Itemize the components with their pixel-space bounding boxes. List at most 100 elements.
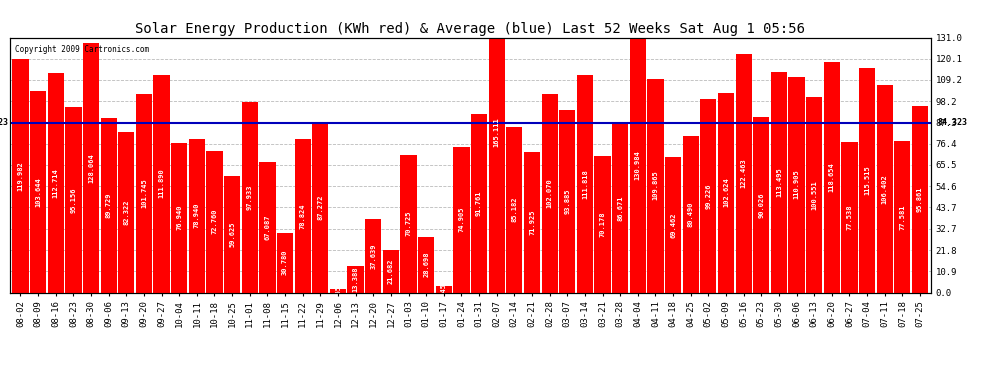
Text: 30.780: 30.780 (282, 250, 288, 275)
Text: 119.982: 119.982 (18, 161, 24, 190)
Text: 85.182: 85.182 (512, 197, 518, 222)
Text: 77.581: 77.581 (899, 204, 906, 230)
Text: 109.865: 109.865 (652, 171, 658, 201)
Title: Solar Energy Production (KWh red) & Average (blue) Last 52 Weeks Sat Aug 1 05:56: Solar Energy Production (KWh red) & Aver… (136, 22, 805, 36)
Text: 89.729: 89.729 (106, 192, 112, 218)
Text: 78.824: 78.824 (300, 203, 306, 228)
Text: 95.861: 95.861 (917, 186, 923, 212)
Text: 103.644: 103.644 (35, 177, 42, 207)
Bar (383, 250, 399, 292)
Bar (594, 156, 611, 292)
Text: 106.402: 106.402 (882, 174, 888, 204)
Text: 86.671: 86.671 (617, 195, 623, 221)
Text: 74.905: 74.905 (458, 207, 464, 232)
Bar (206, 151, 223, 292)
Bar (506, 127, 523, 292)
Text: 28.698: 28.698 (423, 252, 429, 278)
Bar (824, 62, 840, 292)
Text: 80.490: 80.490 (688, 201, 694, 227)
Bar (718, 93, 735, 292)
Bar (736, 54, 751, 292)
Bar (612, 124, 629, 292)
Text: 84.323: 84.323 (938, 118, 967, 127)
Text: 101.745: 101.745 (141, 178, 147, 209)
Text: 93.885: 93.885 (564, 188, 570, 214)
Text: 84.323: 84.323 (0, 118, 8, 127)
Text: 111.818: 111.818 (582, 169, 588, 198)
Bar (771, 72, 787, 292)
Text: 128.064: 128.064 (88, 153, 94, 183)
Bar (453, 147, 469, 292)
Bar (630, 38, 645, 292)
Bar (647, 79, 663, 292)
Text: 76.940: 76.940 (176, 205, 182, 230)
Bar (30, 91, 47, 292)
Text: 118.654: 118.654 (829, 162, 835, 192)
Text: 99.226: 99.226 (705, 183, 712, 209)
Bar (48, 73, 64, 292)
Bar (436, 286, 451, 292)
Bar (83, 43, 99, 292)
Bar (400, 155, 417, 292)
Bar (665, 157, 681, 292)
Bar (101, 118, 117, 292)
Bar (224, 176, 241, 292)
Text: 110.905: 110.905 (794, 170, 800, 200)
Text: Copyright 2009 Cartronics.com: Copyright 2009 Cartronics.com (15, 45, 148, 54)
Text: 78.940: 78.940 (194, 203, 200, 228)
Bar (894, 141, 911, 292)
Text: 97.933: 97.933 (247, 184, 252, 210)
Bar (171, 143, 187, 292)
Bar (806, 97, 823, 292)
Bar (788, 76, 805, 292)
Text: 122.463: 122.463 (741, 158, 746, 188)
Text: 115.515: 115.515 (864, 165, 870, 195)
Bar (330, 289, 346, 292)
Bar (753, 117, 769, 292)
Bar (65, 107, 81, 292)
Bar (876, 86, 893, 292)
Bar (577, 75, 593, 292)
Bar (118, 132, 135, 292)
Bar (842, 142, 857, 292)
Text: 21.682: 21.682 (388, 259, 394, 284)
Bar (489, 0, 505, 292)
Text: 72.760: 72.760 (212, 209, 218, 234)
Text: 67.087: 67.087 (264, 214, 270, 240)
Text: 71.925: 71.925 (529, 210, 535, 235)
Text: 112.714: 112.714 (52, 168, 58, 198)
Bar (312, 123, 329, 292)
Bar (347, 267, 363, 292)
Bar (295, 139, 311, 292)
Text: 90.026: 90.026 (758, 192, 764, 217)
Bar (912, 106, 929, 292)
Text: 102.070: 102.070 (546, 178, 552, 208)
Bar (859, 68, 875, 292)
Bar (542, 94, 557, 292)
Bar (242, 102, 257, 292)
Bar (136, 94, 152, 292)
Text: 77.538: 77.538 (846, 204, 852, 230)
Text: 91.761: 91.761 (476, 190, 482, 216)
Text: 69.462: 69.462 (670, 212, 676, 238)
Text: 37.639: 37.639 (370, 243, 376, 268)
Text: 130.984: 130.984 (635, 150, 641, 180)
Text: 95.156: 95.156 (70, 187, 76, 213)
Text: 70.725: 70.725 (406, 211, 412, 236)
Text: 70.178: 70.178 (600, 211, 606, 237)
Text: 59.625: 59.625 (229, 222, 236, 247)
Bar (189, 139, 205, 292)
Text: 13.388: 13.388 (352, 267, 358, 292)
Bar (683, 136, 699, 292)
Text: 82.322: 82.322 (124, 200, 130, 225)
Bar (700, 99, 717, 292)
Bar (153, 75, 169, 292)
Bar (524, 153, 541, 292)
Text: 3.450: 3.450 (441, 279, 446, 300)
Text: 1.650: 1.650 (335, 280, 341, 302)
Bar (418, 237, 435, 292)
Text: 102.624: 102.624 (723, 178, 729, 207)
Text: 113.495: 113.495 (776, 167, 782, 197)
Text: 100.551: 100.551 (811, 180, 817, 210)
Bar (559, 110, 575, 292)
